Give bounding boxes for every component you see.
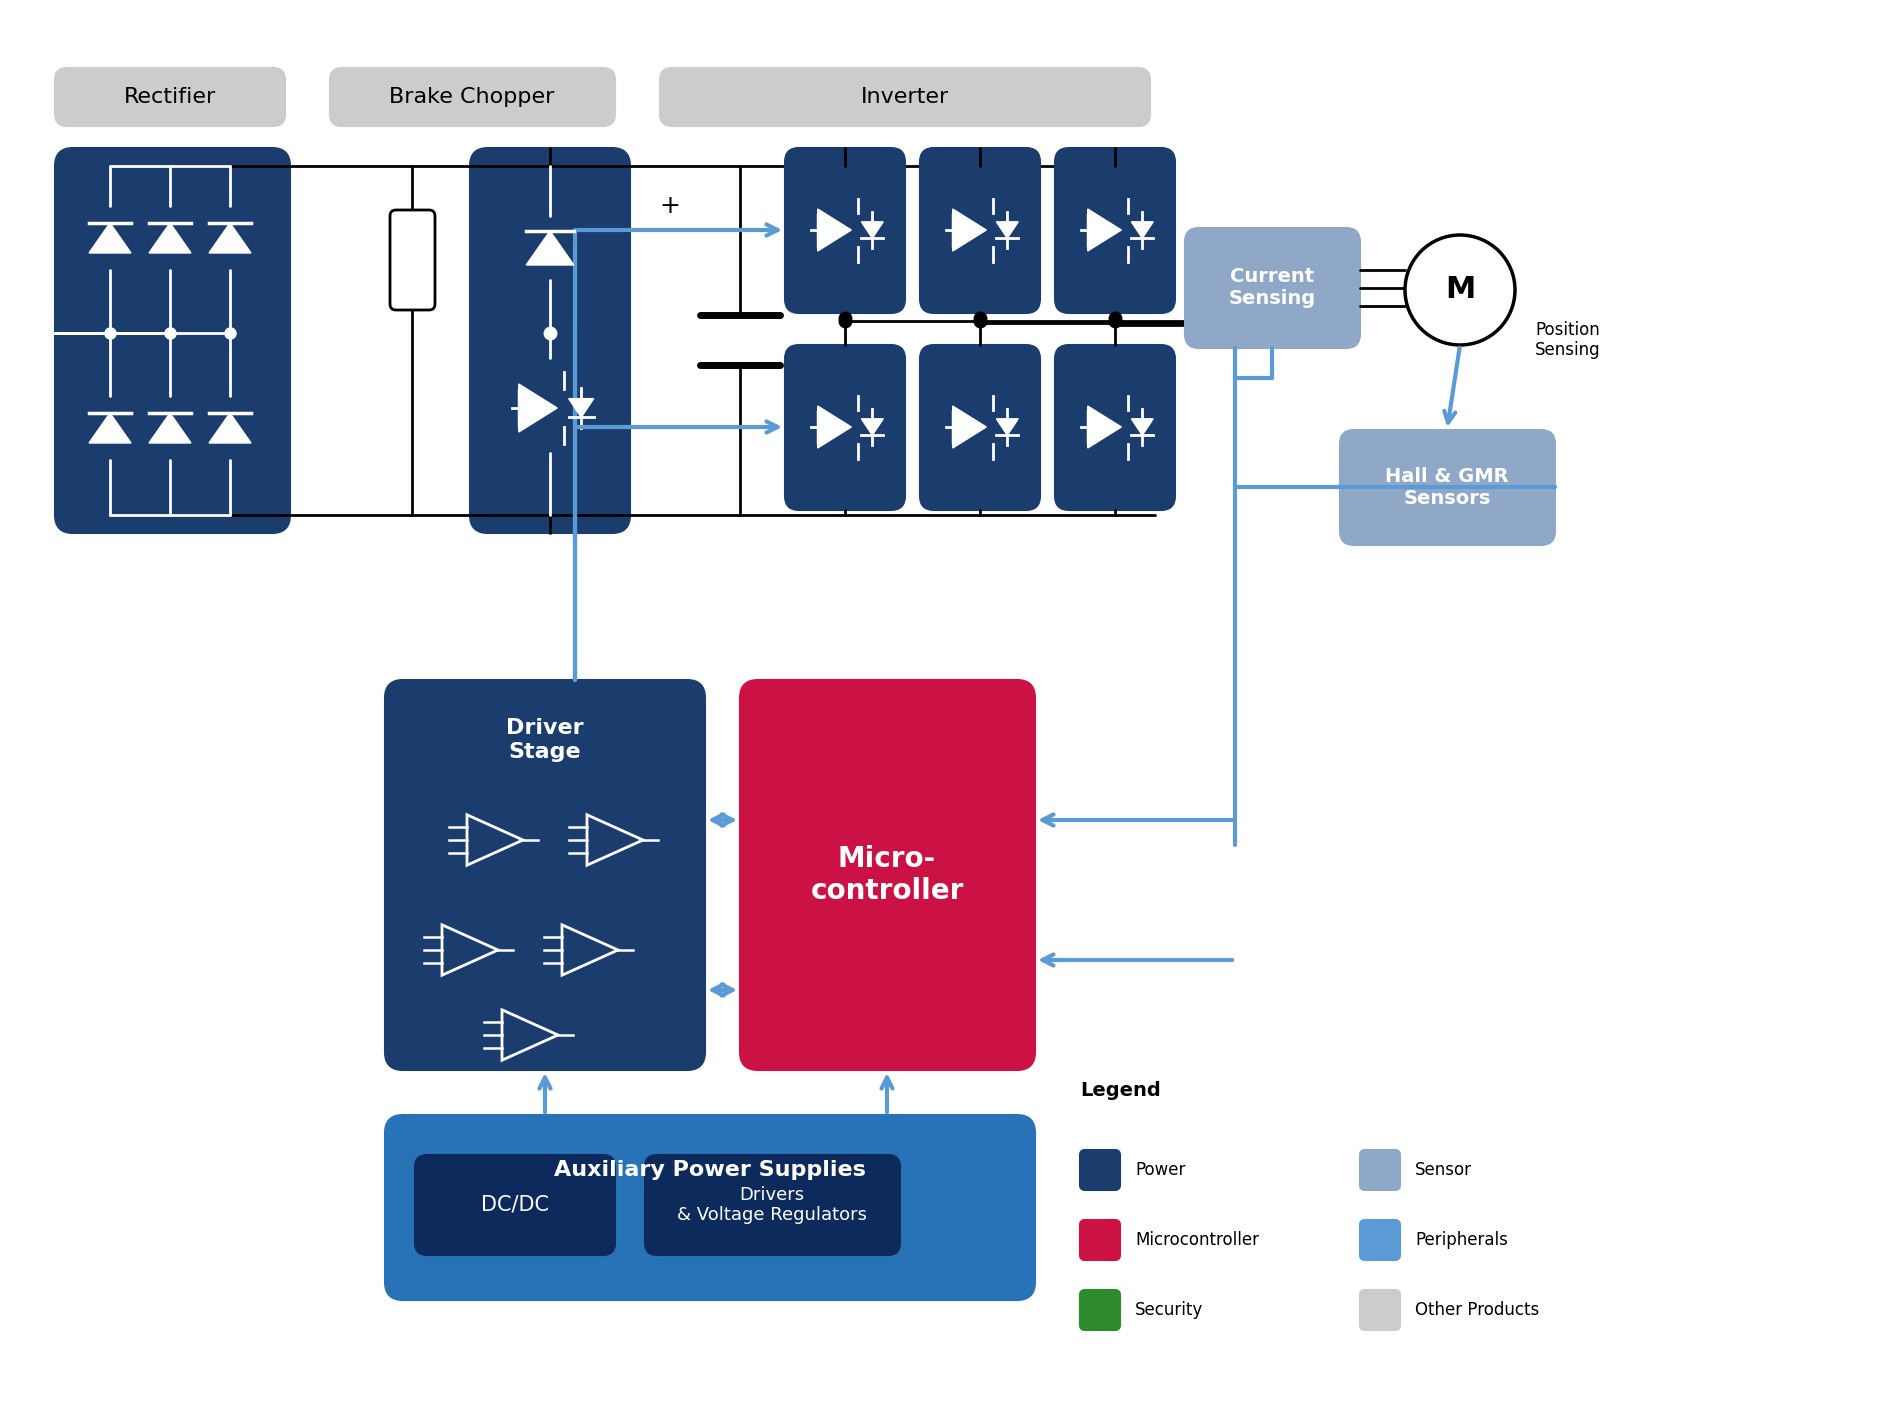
Text: Auxiliary Power Supplies: Auxiliary Power Supplies xyxy=(554,1160,866,1180)
Polygon shape xyxy=(861,221,884,238)
Text: Micro-
controller: Micro- controller xyxy=(810,845,963,905)
Text: Sensor: Sensor xyxy=(1414,1160,1471,1179)
Text: Driver
Stage: Driver Stage xyxy=(506,719,584,761)
FancyBboxPatch shape xyxy=(1359,1151,1399,1190)
FancyBboxPatch shape xyxy=(785,148,904,313)
Text: Position
Sensing: Position Sensing xyxy=(1536,320,1600,360)
Text: M: M xyxy=(1445,275,1475,305)
Polygon shape xyxy=(952,209,986,251)
FancyBboxPatch shape xyxy=(1340,430,1555,546)
FancyBboxPatch shape xyxy=(1081,1151,1121,1190)
FancyBboxPatch shape xyxy=(920,148,1041,313)
Polygon shape xyxy=(569,399,593,417)
FancyBboxPatch shape xyxy=(1359,1220,1399,1261)
Polygon shape xyxy=(89,223,131,252)
FancyBboxPatch shape xyxy=(920,345,1041,510)
FancyBboxPatch shape xyxy=(1054,345,1176,510)
Polygon shape xyxy=(527,231,574,265)
Text: Legend: Legend xyxy=(1081,1080,1160,1100)
FancyBboxPatch shape xyxy=(785,345,904,510)
Text: Drivers
& Voltage Regulators: Drivers & Voltage Regulators xyxy=(677,1186,866,1224)
Polygon shape xyxy=(861,419,884,436)
Polygon shape xyxy=(1132,419,1153,436)
Polygon shape xyxy=(1132,221,1153,238)
FancyBboxPatch shape xyxy=(1054,148,1176,313)
FancyBboxPatch shape xyxy=(470,148,629,533)
Text: Microcontroller: Microcontroller xyxy=(1136,1231,1259,1249)
Text: Security: Security xyxy=(1136,1301,1204,1318)
Polygon shape xyxy=(817,406,851,448)
Polygon shape xyxy=(150,413,191,443)
Polygon shape xyxy=(997,419,1018,436)
Text: DC/DC: DC/DC xyxy=(482,1196,550,1215)
Text: Peripherals: Peripherals xyxy=(1414,1231,1507,1249)
FancyBboxPatch shape xyxy=(645,1155,901,1255)
Polygon shape xyxy=(520,384,557,431)
FancyBboxPatch shape xyxy=(415,1155,614,1255)
FancyBboxPatch shape xyxy=(391,210,434,310)
FancyBboxPatch shape xyxy=(1081,1220,1121,1261)
Polygon shape xyxy=(209,223,250,252)
FancyBboxPatch shape xyxy=(1359,1290,1399,1330)
FancyBboxPatch shape xyxy=(55,148,290,533)
Text: Inverter: Inverter xyxy=(861,87,950,107)
Text: Current
Sensing: Current Sensing xyxy=(1229,268,1316,309)
Text: Hall & GMR
Sensors: Hall & GMR Sensors xyxy=(1386,467,1509,508)
Text: Brake Chopper: Brake Chopper xyxy=(389,87,556,107)
Text: Rectifier: Rectifier xyxy=(123,87,216,107)
Polygon shape xyxy=(817,209,851,251)
Polygon shape xyxy=(952,406,986,448)
Circle shape xyxy=(1405,235,1515,345)
FancyBboxPatch shape xyxy=(739,680,1035,1070)
Text: +: + xyxy=(660,195,681,219)
FancyBboxPatch shape xyxy=(660,68,1151,125)
Polygon shape xyxy=(209,413,250,443)
FancyBboxPatch shape xyxy=(1185,228,1359,348)
Polygon shape xyxy=(997,221,1018,238)
FancyBboxPatch shape xyxy=(330,68,614,125)
Text: Power: Power xyxy=(1136,1160,1185,1179)
FancyBboxPatch shape xyxy=(385,680,705,1070)
FancyBboxPatch shape xyxy=(385,1115,1035,1300)
Polygon shape xyxy=(1088,406,1121,448)
FancyBboxPatch shape xyxy=(55,68,284,125)
Polygon shape xyxy=(1088,209,1121,251)
Polygon shape xyxy=(150,223,191,252)
FancyBboxPatch shape xyxy=(1081,1290,1121,1330)
Polygon shape xyxy=(89,413,131,443)
Text: Other Products: Other Products xyxy=(1414,1301,1540,1318)
